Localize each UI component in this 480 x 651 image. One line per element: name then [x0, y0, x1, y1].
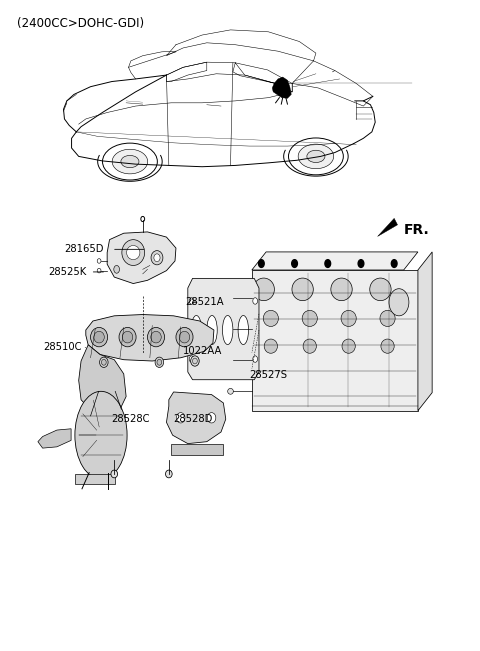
- Ellipse shape: [166, 470, 172, 478]
- Ellipse shape: [207, 413, 216, 423]
- Ellipse shape: [119, 327, 136, 347]
- Ellipse shape: [157, 359, 162, 365]
- Ellipse shape: [122, 240, 144, 266]
- Ellipse shape: [307, 150, 325, 163]
- Ellipse shape: [228, 357, 233, 363]
- Ellipse shape: [263, 311, 278, 326]
- Ellipse shape: [264, 339, 277, 353]
- Circle shape: [259, 260, 264, 268]
- Ellipse shape: [154, 254, 160, 262]
- Ellipse shape: [228, 326, 233, 332]
- Ellipse shape: [179, 331, 190, 343]
- Text: 28527S: 28527S: [250, 370, 288, 380]
- Ellipse shape: [389, 288, 409, 316]
- Ellipse shape: [147, 327, 165, 347]
- Ellipse shape: [155, 357, 164, 367]
- Ellipse shape: [176, 327, 193, 347]
- Ellipse shape: [288, 138, 343, 175]
- Ellipse shape: [370, 278, 391, 301]
- Text: (2400CC>DOHC-GDI): (2400CC>DOHC-GDI): [17, 17, 144, 30]
- Ellipse shape: [101, 359, 106, 365]
- Ellipse shape: [103, 143, 157, 180]
- Text: 28165D: 28165D: [64, 244, 104, 255]
- Ellipse shape: [380, 311, 395, 326]
- Ellipse shape: [97, 258, 101, 263]
- Ellipse shape: [191, 356, 199, 366]
- Polygon shape: [252, 270, 418, 411]
- Polygon shape: [378, 218, 397, 236]
- Ellipse shape: [292, 278, 313, 301]
- Circle shape: [292, 260, 298, 268]
- Ellipse shape: [112, 149, 148, 174]
- Ellipse shape: [91, 327, 108, 347]
- Text: 28521A: 28521A: [185, 298, 224, 307]
- Ellipse shape: [207, 316, 217, 344]
- Text: FR.: FR.: [404, 223, 430, 237]
- Circle shape: [391, 260, 397, 268]
- Ellipse shape: [127, 245, 140, 260]
- Ellipse shape: [97, 268, 101, 273]
- Polygon shape: [79, 345, 126, 416]
- Ellipse shape: [298, 144, 334, 169]
- Text: 28525K: 28525K: [48, 267, 86, 277]
- Ellipse shape: [303, 339, 316, 353]
- Ellipse shape: [99, 357, 108, 367]
- Ellipse shape: [189, 356, 194, 363]
- Text: 28528C: 28528C: [111, 414, 149, 424]
- Polygon shape: [272, 77, 291, 98]
- Ellipse shape: [342, 339, 355, 353]
- Polygon shape: [171, 443, 223, 454]
- Text: 28510C: 28510C: [43, 342, 82, 352]
- Ellipse shape: [111, 470, 118, 478]
- Ellipse shape: [253, 278, 275, 301]
- Polygon shape: [75, 474, 115, 484]
- Ellipse shape: [228, 389, 233, 395]
- Ellipse shape: [75, 391, 127, 479]
- Polygon shape: [107, 232, 176, 284]
- Ellipse shape: [189, 298, 194, 304]
- Ellipse shape: [114, 266, 120, 273]
- Ellipse shape: [121, 156, 139, 168]
- Ellipse shape: [341, 311, 356, 326]
- Ellipse shape: [253, 356, 258, 363]
- Polygon shape: [167, 392, 226, 443]
- Text: 28528D: 28528D: [174, 414, 213, 424]
- Ellipse shape: [192, 358, 197, 364]
- Ellipse shape: [253, 298, 258, 304]
- Ellipse shape: [191, 316, 202, 344]
- Ellipse shape: [331, 278, 352, 301]
- Ellipse shape: [141, 216, 144, 221]
- Ellipse shape: [94, 331, 104, 343]
- Ellipse shape: [122, 331, 133, 343]
- Ellipse shape: [177, 413, 185, 423]
- Circle shape: [358, 260, 364, 268]
- Ellipse shape: [222, 316, 233, 344]
- Polygon shape: [252, 252, 418, 270]
- Text: 1022AA: 1022AA: [183, 346, 222, 356]
- Polygon shape: [418, 252, 432, 411]
- Circle shape: [325, 260, 331, 268]
- Ellipse shape: [238, 316, 249, 344]
- Polygon shape: [188, 279, 259, 380]
- Ellipse shape: [151, 331, 161, 343]
- Ellipse shape: [302, 311, 317, 326]
- Ellipse shape: [228, 296, 233, 301]
- Polygon shape: [86, 314, 214, 361]
- Ellipse shape: [381, 339, 394, 353]
- Polygon shape: [38, 429, 71, 448]
- Ellipse shape: [151, 251, 163, 265]
